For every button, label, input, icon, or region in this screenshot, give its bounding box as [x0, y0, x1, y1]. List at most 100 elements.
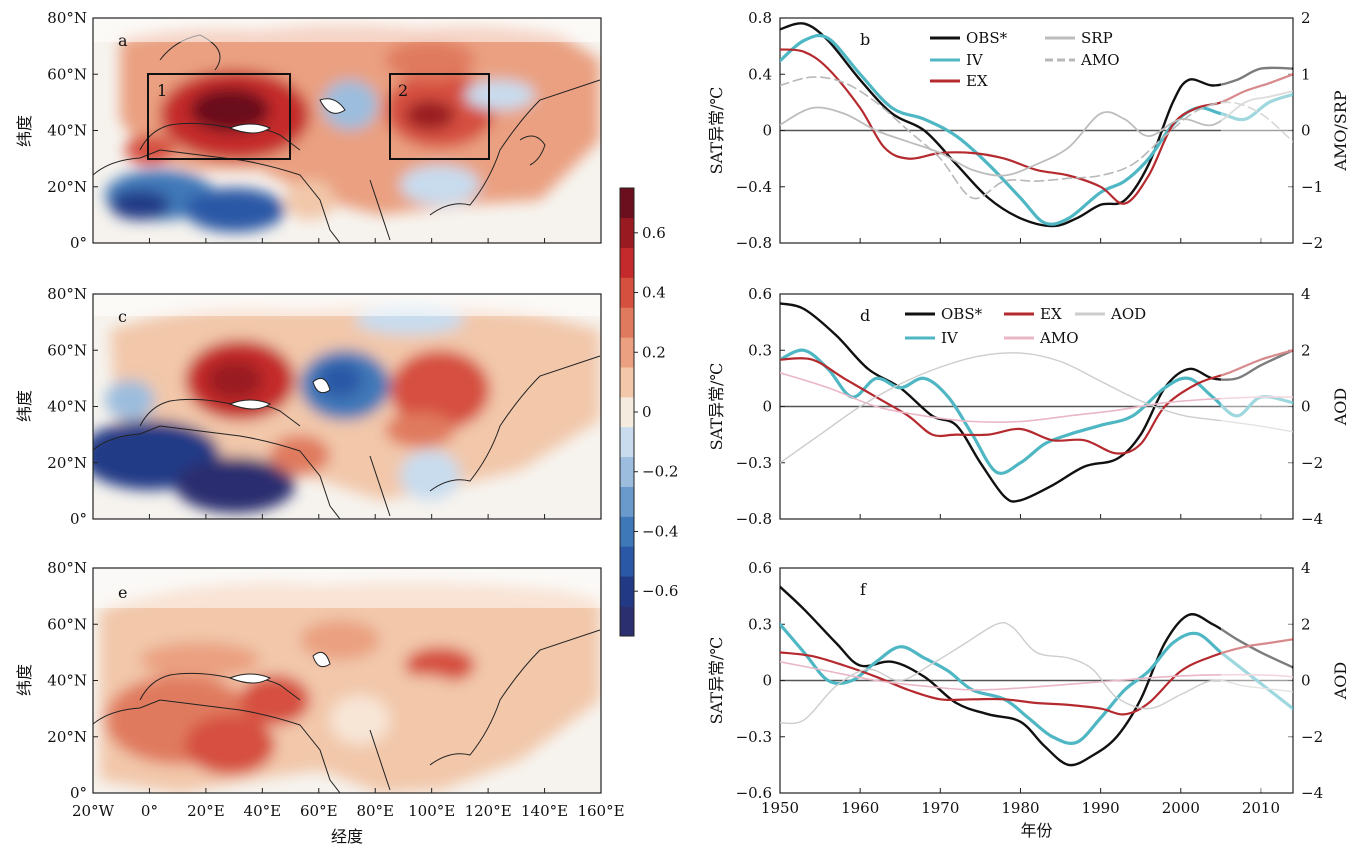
- chart-y2label: AOD: [1331, 388, 1350, 427]
- colorbar-tick-label: 0: [642, 403, 652, 421]
- series-line-amo: [780, 76, 1293, 200]
- map-axes: 0° 20°N 40°N 60°N 80°N 0° 20°N 40°N 60°N 80°N 0° 20…: [47, 9, 624, 820]
- y2tick-label: 0: [1301, 398, 1311, 416]
- legend-label: EX: [1040, 305, 1062, 323]
- colorbar-swatch: [620, 516, 634, 547]
- chart-ylabel: SAT异常/℃: [707, 637, 726, 725]
- series-line-iv: [780, 33, 1293, 226]
- series-line-srp: [780, 90, 1293, 177]
- y2tick-label: 2: [1301, 341, 1311, 359]
- legend-label: AMO: [1080, 51, 1120, 69]
- colorbar-swatch: [620, 606, 634, 637]
- lon-tick-label: 40°E: [244, 802, 282, 820]
- projection-overlay: [1220, 19, 1292, 242]
- legend: OBS* EX AOD IV AMO: [905, 305, 1146, 347]
- ytick-label: −0.3: [736, 454, 772, 472]
- lat-tick-label: 20°N: [47, 178, 87, 196]
- chart-ylabel: SAT异常/℃: [707, 87, 726, 175]
- region-box-2: [389, 73, 490, 160]
- y2tick-label: 0: [1301, 672, 1311, 690]
- ytick-label: −0.3: [736, 728, 772, 746]
- projection-overlay: [1220, 569, 1292, 792]
- region-label-2: 2: [398, 81, 408, 100]
- lon-tick-label: 20°W: [72, 802, 115, 820]
- y2tick-label: 4: [1301, 285, 1311, 303]
- y2tick-label: −4: [1301, 510, 1323, 528]
- legend-label: AOD: [1110, 305, 1146, 323]
- colorbar: 0.6 0.4 0.2 0 −0.2 −0.4 −0.6: [619, 187, 678, 637]
- lat-tick-label: 60°N: [47, 341, 87, 359]
- series-line-ex: [780, 48, 1293, 205]
- lon-tick-label: 80°E: [356, 802, 394, 820]
- map-a-ylabel: 纬度: [15, 115, 34, 147]
- series-line-aod: [780, 621, 1293, 725]
- colorbar-swatch: [620, 486, 634, 517]
- chart-y2label: AOD: [1331, 662, 1350, 701]
- colorbar-swatch: [620, 188, 634, 219]
- lat-tick-label: 80°N: [47, 9, 87, 27]
- lat-tick-label: 80°N: [47, 285, 87, 303]
- ytick-label: −0.4: [736, 178, 772, 196]
- ytick-label: 0.8: [748, 9, 772, 27]
- map-e-field: [93, 568, 601, 793]
- colorbar-swatch: [620, 337, 634, 368]
- lon-tick-label: 100°E: [408, 802, 455, 820]
- xtick-label: 1960: [841, 799, 879, 817]
- map-e-ylabel: 纬度: [15, 664, 34, 696]
- colorbar-tick-label: 0.2: [642, 343, 666, 361]
- lat-tick-label: 60°N: [47, 65, 87, 83]
- lat-tick-label: 80°N: [47, 559, 87, 577]
- ytick-label: 0.3: [748, 341, 772, 359]
- ytick-label: −0.6: [736, 784, 772, 802]
- colorbar-tick-label: −0.2: [642, 463, 678, 481]
- xtick-label: 2000: [1162, 799, 1200, 817]
- series-group: [780, 569, 1293, 792]
- lat-tick-label: 40°N: [47, 122, 87, 140]
- panel-label-a: a: [118, 31, 128, 50]
- map-c-field: [93, 294, 601, 519]
- chart-panel-b: 0.8 0.4 0 −0.4 −0.8 2 1 0 −1 −2 SAT异常/℃ AMO/SRP b OBS…: [707, 9, 1350, 252]
- lat-tick-label: 40°N: [47, 672, 87, 690]
- ytick-label: −0.8: [736, 510, 772, 528]
- colorbar-tick-label: 0.6: [642, 224, 666, 242]
- ytick-label: 0: [762, 398, 772, 416]
- lat-tick-label: 20°N: [47, 454, 87, 472]
- legend-label: EX: [966, 72, 988, 90]
- legend: OBS* SRP IV AMO EX: [930, 29, 1120, 90]
- lon-tick-label: 0°: [141, 802, 158, 820]
- chart-ylabel: SAT异常/℃: [707, 363, 726, 451]
- colorbar-tick-label: 0.4: [642, 284, 666, 302]
- colorbar-swatch: [620, 217, 634, 249]
- legend-label: OBS*: [966, 29, 1008, 47]
- y2tick-label: 2: [1301, 615, 1311, 633]
- series-line-aod: [780, 352, 1293, 464]
- y2tick-label: −4: [1301, 784, 1323, 802]
- colorbar-swatch: [620, 247, 634, 278]
- y2tick-label: 4: [1301, 559, 1311, 577]
- lat-tick-label: 0°: [70, 510, 87, 528]
- chart-panel-f: 0.6 0.3 0 −0.3 −0.6 4 2 0 −2 −4 1950 1960 1970 1980 19…: [707, 559, 1350, 840]
- series-group: [780, 295, 1293, 518]
- series-line-obs: [780, 585, 1293, 767]
- ytick-label: 0.6: [748, 559, 772, 577]
- series-line-amo: [780, 661, 1293, 691]
- y2tick-label: 2: [1301, 9, 1311, 27]
- lat-tick-label: 0°: [70, 234, 87, 252]
- legend-label: SRP: [1081, 29, 1113, 47]
- region-label-1: 1: [157, 81, 167, 100]
- xtick-label: 1950: [761, 799, 799, 817]
- map-a-field: 1 2: [93, 18, 601, 243]
- panel-label-e: e: [118, 583, 127, 602]
- series-line-iv: [780, 348, 1293, 475]
- series-group: [780, 19, 1293, 242]
- colorbar-swatch: [620, 546, 634, 577]
- panel-label-f: f: [860, 580, 867, 599]
- region-box-1: [147, 73, 291, 160]
- legend-label: OBS*: [941, 305, 983, 323]
- colorbar-swatch: [620, 576, 634, 607]
- chart-y2label: AMO/SRP: [1331, 90, 1350, 171]
- y2tick-label: −2: [1301, 728, 1323, 746]
- xtick-label: 2010: [1242, 799, 1280, 817]
- lon-tick-label: 120°E: [465, 802, 512, 820]
